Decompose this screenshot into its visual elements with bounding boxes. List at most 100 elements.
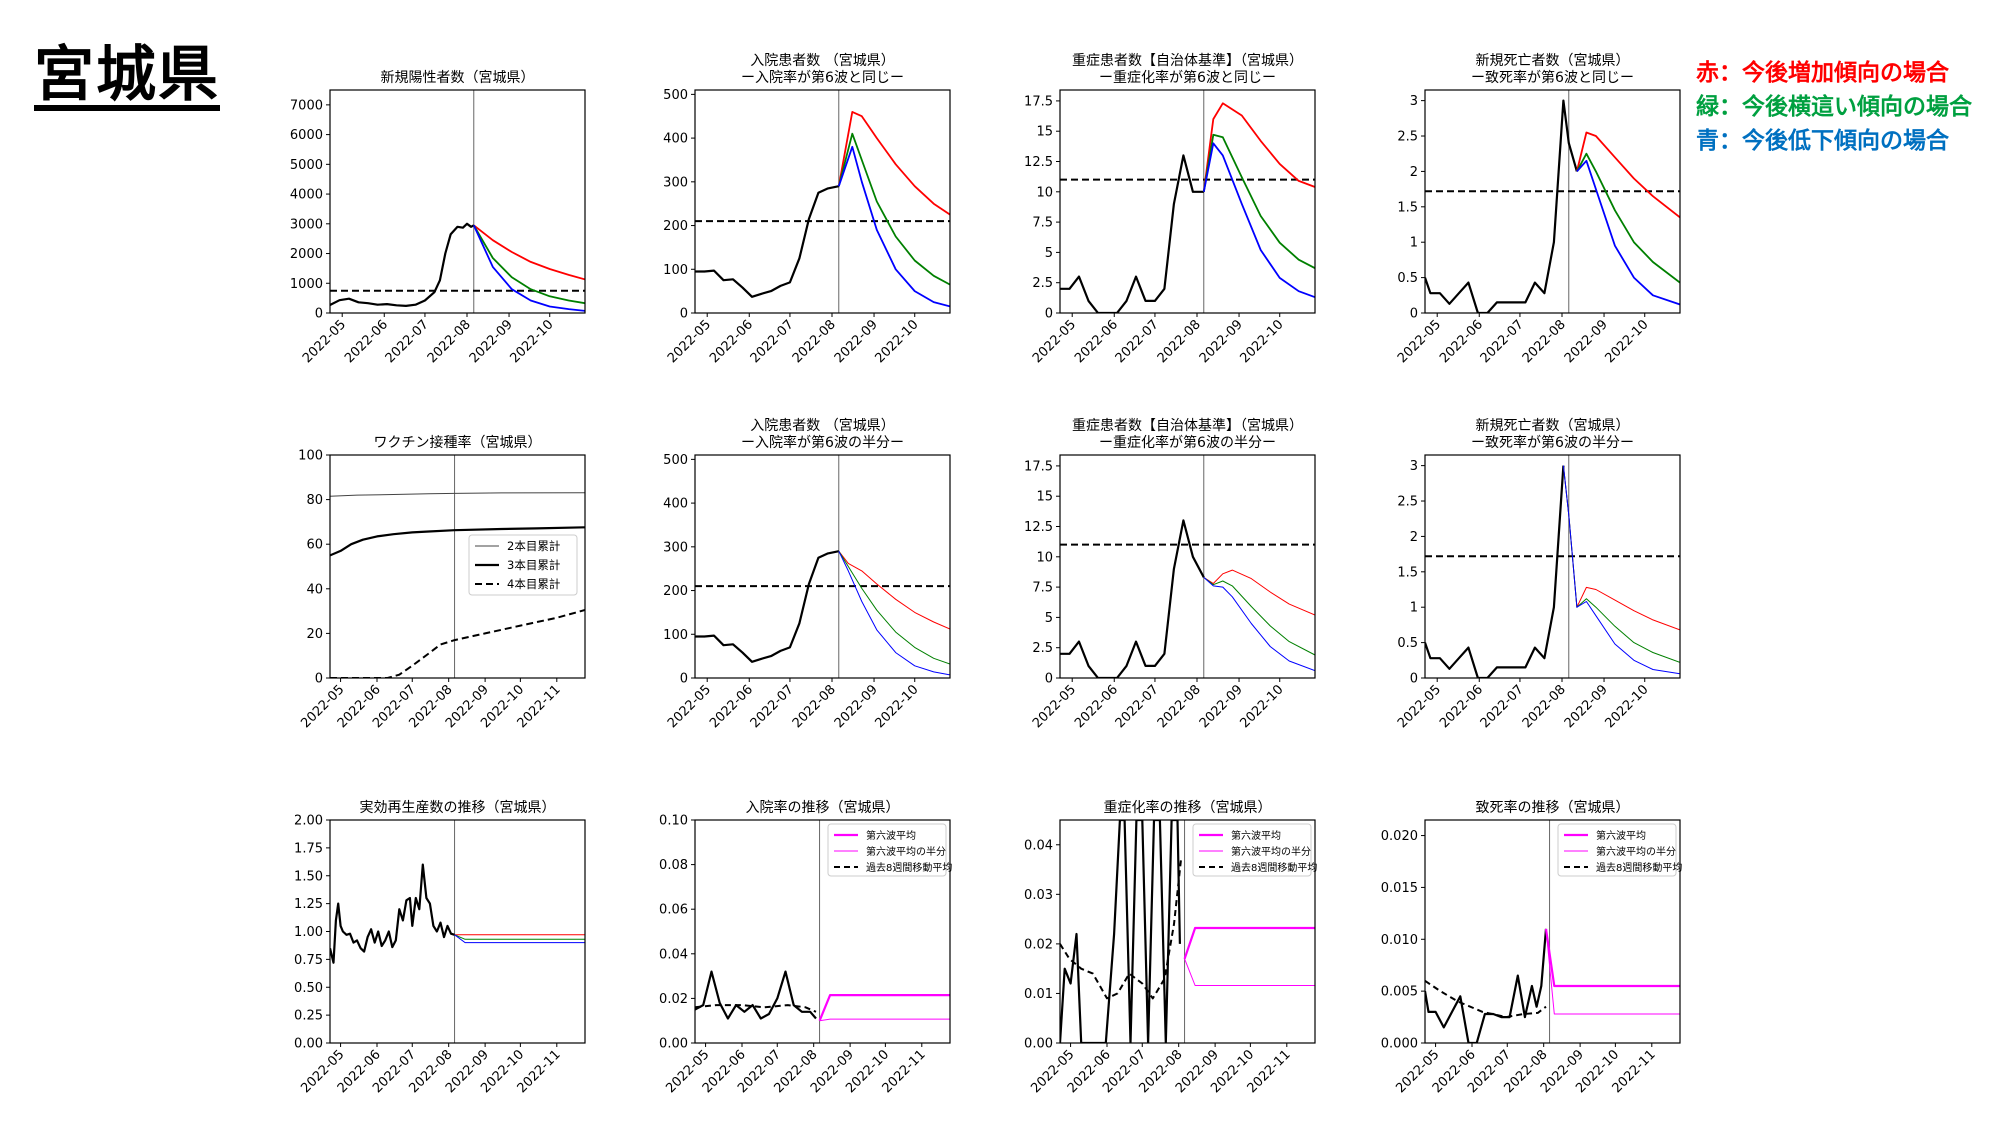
y-tick-label: 0 <box>680 672 688 687</box>
y-tick-label: 12.5 <box>1024 155 1053 170</box>
x-tick-label: 2022-08 <box>790 317 839 366</box>
series-line <box>1202 102 1315 192</box>
x-tick-label: 2022-06 <box>1437 317 1486 366</box>
y-tick-label: 15 <box>1036 125 1053 140</box>
y-tick-label: 0.015 <box>1381 881 1418 896</box>
x-tick-label: 2022-07 <box>1478 317 1527 366</box>
y-tick-label: 0.01 <box>1024 987 1053 1002</box>
y-tick-label: 0.06 <box>659 903 688 918</box>
chart-death_rate: 致死率の推移（宮城県）0.0000.0050.0100.0150.0202022… <box>1381 799 1683 1096</box>
series-line <box>330 609 585 678</box>
axes-frame <box>694 454 951 679</box>
chart-inpatients_same: 入院患者数 （宮城県）ー入院率が第6波と同じー 0 100 200 300 400 500 2… <box>663 53 951 366</box>
x-tick-label: 2022-09 <box>1562 317 1611 366</box>
y-tick-label: 0 <box>1045 307 1053 322</box>
y-tick-label: 2.5 <box>1397 495 1418 510</box>
y-tick-label: 60 <box>306 538 323 553</box>
y-tick-label: 400 <box>663 132 688 147</box>
y-tick-label: 2.5 <box>1032 276 1053 291</box>
x-tick-label: 2022-07 <box>1113 317 1162 366</box>
axes-frame <box>1059 819 1316 1044</box>
y-tick-label: 0.10 <box>659 814 688 829</box>
chart-severe_half: 重症患者数【自治体基準】（宮城県）ー重症化率が第6波の半分ー 0 2.5 5 7.5 10… <box>1024 417 1316 731</box>
series-line <box>1184 958 1315 986</box>
series-line <box>1562 465 1680 675</box>
y-tick-label: 3000 <box>290 217 323 232</box>
y-tick-label: 2.00 <box>294 814 323 829</box>
y-tick-label: 1.00 <box>294 925 323 940</box>
series-line <box>1576 131 1680 219</box>
y-tick-label: 0.020 <box>1381 829 1418 844</box>
y-tick-label: 7.5 <box>1032 581 1053 596</box>
series-line <box>837 111 950 216</box>
axes-frame <box>329 89 586 314</box>
y-tick-label: 7000 <box>290 98 323 113</box>
series-line <box>330 863 455 964</box>
y-tick-label: 15 <box>1036 490 1053 505</box>
scenario-legend: 赤：今後増加傾向の場合 緑：今後横這い傾向の場合 青：今後低下傾向の場合 <box>1696 56 1972 158</box>
chart-severe_same: 重症患者数【自治体基準】（宮城県）ー重症化率が第6波と同じー 0 2.5 5 7.5 10… <box>1024 52 1316 366</box>
chart-title: ー入院率が第6波と同じー <box>741 69 904 86</box>
chart-title: 致死率の推移（宮城県） <box>1476 799 1630 816</box>
y-tick-label: 10 <box>1036 550 1053 565</box>
y-tick-label: 2.5 <box>1397 130 1418 145</box>
y-tick-label: 5000 <box>290 158 323 173</box>
series-line <box>473 224 585 281</box>
y-tick-label: 100 <box>663 263 688 278</box>
x-tick-label: 2022-05 <box>665 682 714 731</box>
series-line <box>330 492 585 497</box>
x-tick-label: 2022-10 <box>1238 317 1287 366</box>
x-tick-label: 2022-09 <box>1197 317 1246 366</box>
y-tick-label: 0.00 <box>294 1037 323 1052</box>
x-tick-label: 2022-08 <box>1520 317 1569 366</box>
y-tick-label: 0.50 <box>294 981 323 996</box>
chart-title: 新規陽性者数（宮城県） <box>381 70 535 86</box>
legend-label: 第六波平均 <box>866 829 916 842</box>
series-line <box>1060 154 1204 313</box>
page-title: 宮城県 <box>34 40 220 110</box>
y-tick-label: 20 <box>306 627 323 642</box>
x-tick-label: 2022-08 <box>790 682 839 731</box>
series-line <box>1183 926 1315 960</box>
chart-title: 新規死亡者数（宮城県） <box>1476 418 1630 434</box>
chart-title: 入院患者数 （宮城県） <box>750 53 894 69</box>
x-tick-label: 2022-05 <box>1030 317 1079 366</box>
series-line <box>1203 577 1315 672</box>
legend: 2本目累計 3本目累計 4本目累計 <box>468 534 578 596</box>
y-tick-label: 1.5 <box>1397 565 1418 580</box>
x-tick-label: 2022-07 <box>748 682 797 731</box>
chart-hosp_rate: 入院率の推移（宮城県）0.000.020.040.060.080.102022-… <box>659 799 952 1096</box>
series-line <box>838 550 950 665</box>
series-line <box>1425 465 1565 678</box>
x-tick-label: 2022-07 <box>1113 682 1162 731</box>
series-line <box>1203 569 1315 616</box>
legend-label: 過去8週間移動平均 <box>1231 861 1317 874</box>
y-tick-label: 0 <box>315 672 323 687</box>
y-tick-label: 300 <box>663 540 688 555</box>
y-tick-label: 3 <box>1410 94 1418 109</box>
y-tick-label: 1.75 <box>294 841 323 856</box>
y-tick-label: 0.25 <box>294 1009 323 1024</box>
y-tick-label: 17.5 <box>1024 459 1053 474</box>
series-line <box>695 185 840 298</box>
axes-frame <box>694 89 951 314</box>
series-line <box>330 222 475 307</box>
x-tick-label: 2022-05 <box>300 317 349 366</box>
axes-frame <box>1059 89 1316 314</box>
y-tick-label: 0.04 <box>1024 838 1053 853</box>
x-tick-label: 2022-09 <box>832 682 881 731</box>
chart-title: 入院患者数 （宮城県） <box>750 418 894 434</box>
x-tick-label: 2022-09 <box>1562 682 1611 731</box>
x-tick-label: 2022-10 <box>873 682 922 731</box>
legend-label: 4本目累計 <box>507 577 560 591</box>
legend-label: 第六波平均 <box>1231 829 1281 842</box>
chart-severe_rate: 重症化率の推移（宮城県）0.000.010.020.030.042022-052… <box>1024 799 1317 1096</box>
y-tick-label: 0 <box>1410 307 1418 322</box>
y-tick-label: 7.5 <box>1032 216 1053 231</box>
y-tick-label: 1 <box>1410 601 1418 616</box>
y-tick-label: 0.5 <box>1397 271 1418 286</box>
legend-label: 2本目累計 <box>507 539 560 553</box>
y-tick-label: 10 <box>1036 185 1053 200</box>
chart-title: 重症化率の推移（宮城県） <box>1104 799 1272 816</box>
